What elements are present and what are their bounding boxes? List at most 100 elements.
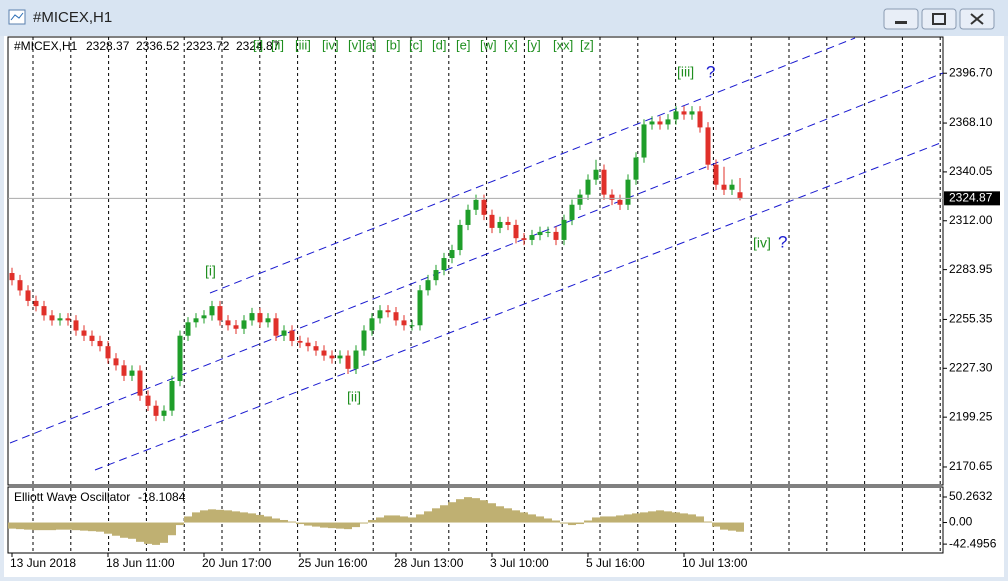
wave-tool-button[interactable]: [d] — [432, 37, 446, 52]
minimize-button[interactable] — [883, 8, 919, 30]
candle-body — [417, 290, 423, 326]
candle-body — [281, 330, 287, 336]
candle-body — [305, 342, 311, 347]
oscillator-bar — [624, 514, 632, 523]
oscillator-bar — [560, 522, 568, 524]
candle-body — [729, 184, 735, 190]
candle-body — [265, 318, 271, 323]
candle-body — [593, 169, 599, 180]
oscillator-bar — [552, 520, 560, 523]
oscillator-bar — [232, 511, 240, 523]
candle-body — [705, 127, 711, 165]
candle-body — [377, 310, 383, 319]
oscillator-bar — [600, 516, 608, 523]
candle-body — [289, 330, 295, 341]
close-button[interactable] — [959, 8, 995, 30]
candle-body — [385, 310, 391, 313]
candle-body — [225, 320, 231, 326]
wave-tool-button[interactable]: [y] — [527, 37, 541, 52]
y-tick-label: 2283.95 — [949, 262, 993, 276]
oscillator-bar — [72, 522, 80, 531]
oscillator-bar — [304, 522, 312, 526]
oscillator-bar — [632, 513, 640, 523]
oscillator-bar — [544, 518, 552, 523]
oscillator-bar — [256, 514, 264, 523]
oscillator-bar — [168, 522, 176, 536]
maximize-button[interactable] — [921, 8, 957, 30]
oscillator-bar — [432, 508, 440, 523]
oscillator-bar — [320, 522, 328, 528]
candle-body — [209, 306, 215, 316]
oscillator-bar — [680, 513, 688, 523]
candle-body — [641, 124, 647, 158]
candle-body — [489, 214, 495, 228]
oscillator-bar — [264, 516, 272, 523]
wave-tool-button[interactable]: [x] — [504, 37, 518, 52]
oscillator-bar — [584, 520, 592, 523]
wave-label: ? — [778, 232, 787, 251]
oscillator-bar — [208, 509, 216, 523]
candle-body — [449, 250, 455, 259]
oscillator-bar — [576, 522, 584, 525]
oscillator-bar — [328, 522, 336, 529]
candle-body — [609, 194, 615, 200]
wave-tool-button[interactable]: [ii] — [271, 37, 284, 52]
channel-line — [94, 141, 944, 471]
candle-body — [137, 370, 143, 396]
oscillator-bar — [664, 511, 672, 523]
wave-tool-button[interactable]: [b] — [386, 37, 400, 52]
candle-body — [657, 121, 663, 125]
oscillator-bar — [288, 521, 296, 523]
current-price-label: 2324.87 — [949, 191, 993, 205]
wave-tool-button[interactable]: [iv] — [322, 37, 339, 52]
oscillator-bar — [440, 505, 448, 523]
candle-body — [681, 111, 687, 115]
wave-tool-button[interactable]: [v] — [348, 37, 362, 52]
candle-body — [673, 111, 679, 120]
candle-body — [257, 313, 263, 323]
y-tick-label: 2340.05 — [949, 164, 993, 178]
oscillator-bar — [496, 506, 504, 523]
candle-body — [625, 179, 631, 205]
ohlc-open: 2328.37 — [86, 39, 130, 53]
wave-tool-button[interactable]: [iii] — [295, 37, 311, 52]
main-panel — [7, 36, 944, 486]
x-tick-label: 18 Jun 11:00 — [106, 556, 175, 570]
oscillator-bar — [448, 502, 456, 523]
candle-body — [601, 169, 607, 195]
wave-tool-button[interactable]: [i] — [253, 37, 263, 52]
candle-body — [121, 365, 127, 376]
wave-tool-button[interactable]: [xx] — [553, 37, 573, 52]
candle-body — [425, 280, 431, 291]
candle-body — [369, 318, 375, 331]
candle-body — [633, 157, 639, 180]
oscillator-bar — [192, 512, 200, 523]
oscillator-bar — [80, 522, 88, 531]
oscillator-bar — [248, 513, 256, 523]
oscillator-bar — [136, 522, 144, 542]
x-tick-label: 13 Jun 2018 — [10, 556, 76, 570]
candle-body — [113, 358, 119, 366]
candle-body — [577, 194, 583, 205]
oscillator-bar — [616, 515, 624, 523]
wave-tool-button[interactable]: [a] — [362, 37, 376, 52]
candle-body — [545, 231, 551, 233]
y-tick-label: 2227.30 — [949, 360, 993, 374]
candle-body — [337, 355, 343, 359]
oscillator-bar — [384, 515, 392, 523]
wave-label: [iv] — [753, 235, 771, 251]
candle-body — [529, 235, 535, 240]
oscillator-bar — [40, 522, 48, 531]
oscillator-bar — [296, 522, 304, 525]
wave-tool-button[interactable]: [c] — [409, 37, 423, 52]
x-tick-label: 25 Jun 16:00 — [298, 556, 368, 570]
wave-tool-button[interactable]: [e] — [456, 37, 470, 52]
candle-body — [617, 199, 623, 205]
wave-tool-button[interactable]: [w] — [480, 37, 497, 52]
wave-tool-button[interactable]: [z] — [580, 37, 594, 52]
candle-body — [161, 410, 167, 416]
candle-body — [89, 335, 95, 341]
candle-body — [33, 300, 39, 307]
x-tick-label: 28 Jun 13:00 — [394, 556, 464, 570]
oscillator-bar — [528, 514, 536, 523]
